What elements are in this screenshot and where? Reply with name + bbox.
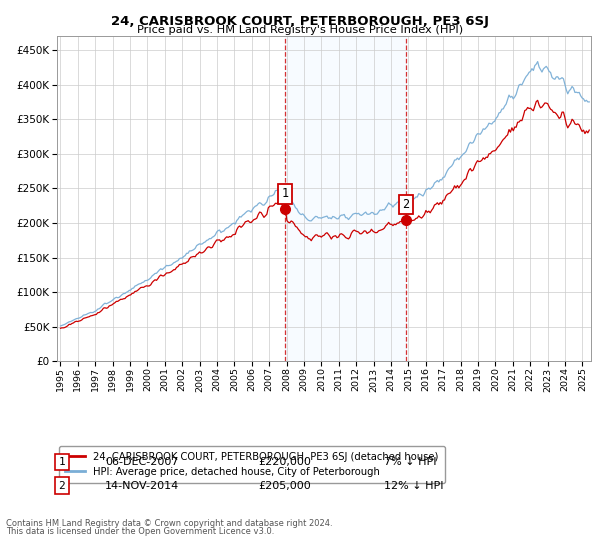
- Text: This data is licensed under the Open Government Licence v3.0.: This data is licensed under the Open Gov…: [6, 528, 274, 536]
- Legend: 24, CARISBROOK COURT, PETERBOROUGH, PE3 6SJ (detached house), HPI: Average price: 24, CARISBROOK COURT, PETERBOROUGH, PE3 …: [59, 446, 445, 483]
- Text: 2: 2: [403, 198, 410, 211]
- Text: 14-NOV-2014: 14-NOV-2014: [105, 480, 179, 491]
- Text: 1: 1: [281, 188, 289, 200]
- Text: Contains HM Land Registry data © Crown copyright and database right 2024.: Contains HM Land Registry data © Crown c…: [6, 519, 332, 528]
- Text: 2: 2: [58, 480, 65, 491]
- Text: 1: 1: [58, 457, 65, 467]
- Text: £205,000: £205,000: [258, 480, 311, 491]
- Bar: [285, 36, 406, 361]
- Text: 24, CARISBROOK COURT, PETERBOROUGH, PE3 6SJ: 24, CARISBROOK COURT, PETERBOROUGH, PE3 …: [111, 15, 489, 27]
- Text: 06-DEC-2007: 06-DEC-2007: [105, 457, 179, 467]
- Text: £220,000: £220,000: [258, 457, 311, 467]
- Text: 12% ↓ HPI: 12% ↓ HPI: [384, 480, 443, 491]
- Text: Price paid vs. HM Land Registry's House Price Index (HPI): Price paid vs. HM Land Registry's House …: [137, 25, 463, 35]
- Text: 7% ↓ HPI: 7% ↓ HPI: [384, 457, 437, 467]
